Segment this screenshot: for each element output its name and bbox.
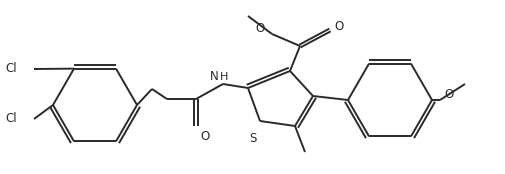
Text: Cl: Cl [5,113,17,125]
Text: O: O [444,89,453,101]
Text: O: O [200,130,209,143]
Text: N: N [210,70,219,84]
Text: H: H [220,72,228,82]
Text: O: O [334,19,343,33]
Text: S: S [249,132,257,145]
Text: O: O [256,22,265,35]
Text: Cl: Cl [5,62,17,76]
